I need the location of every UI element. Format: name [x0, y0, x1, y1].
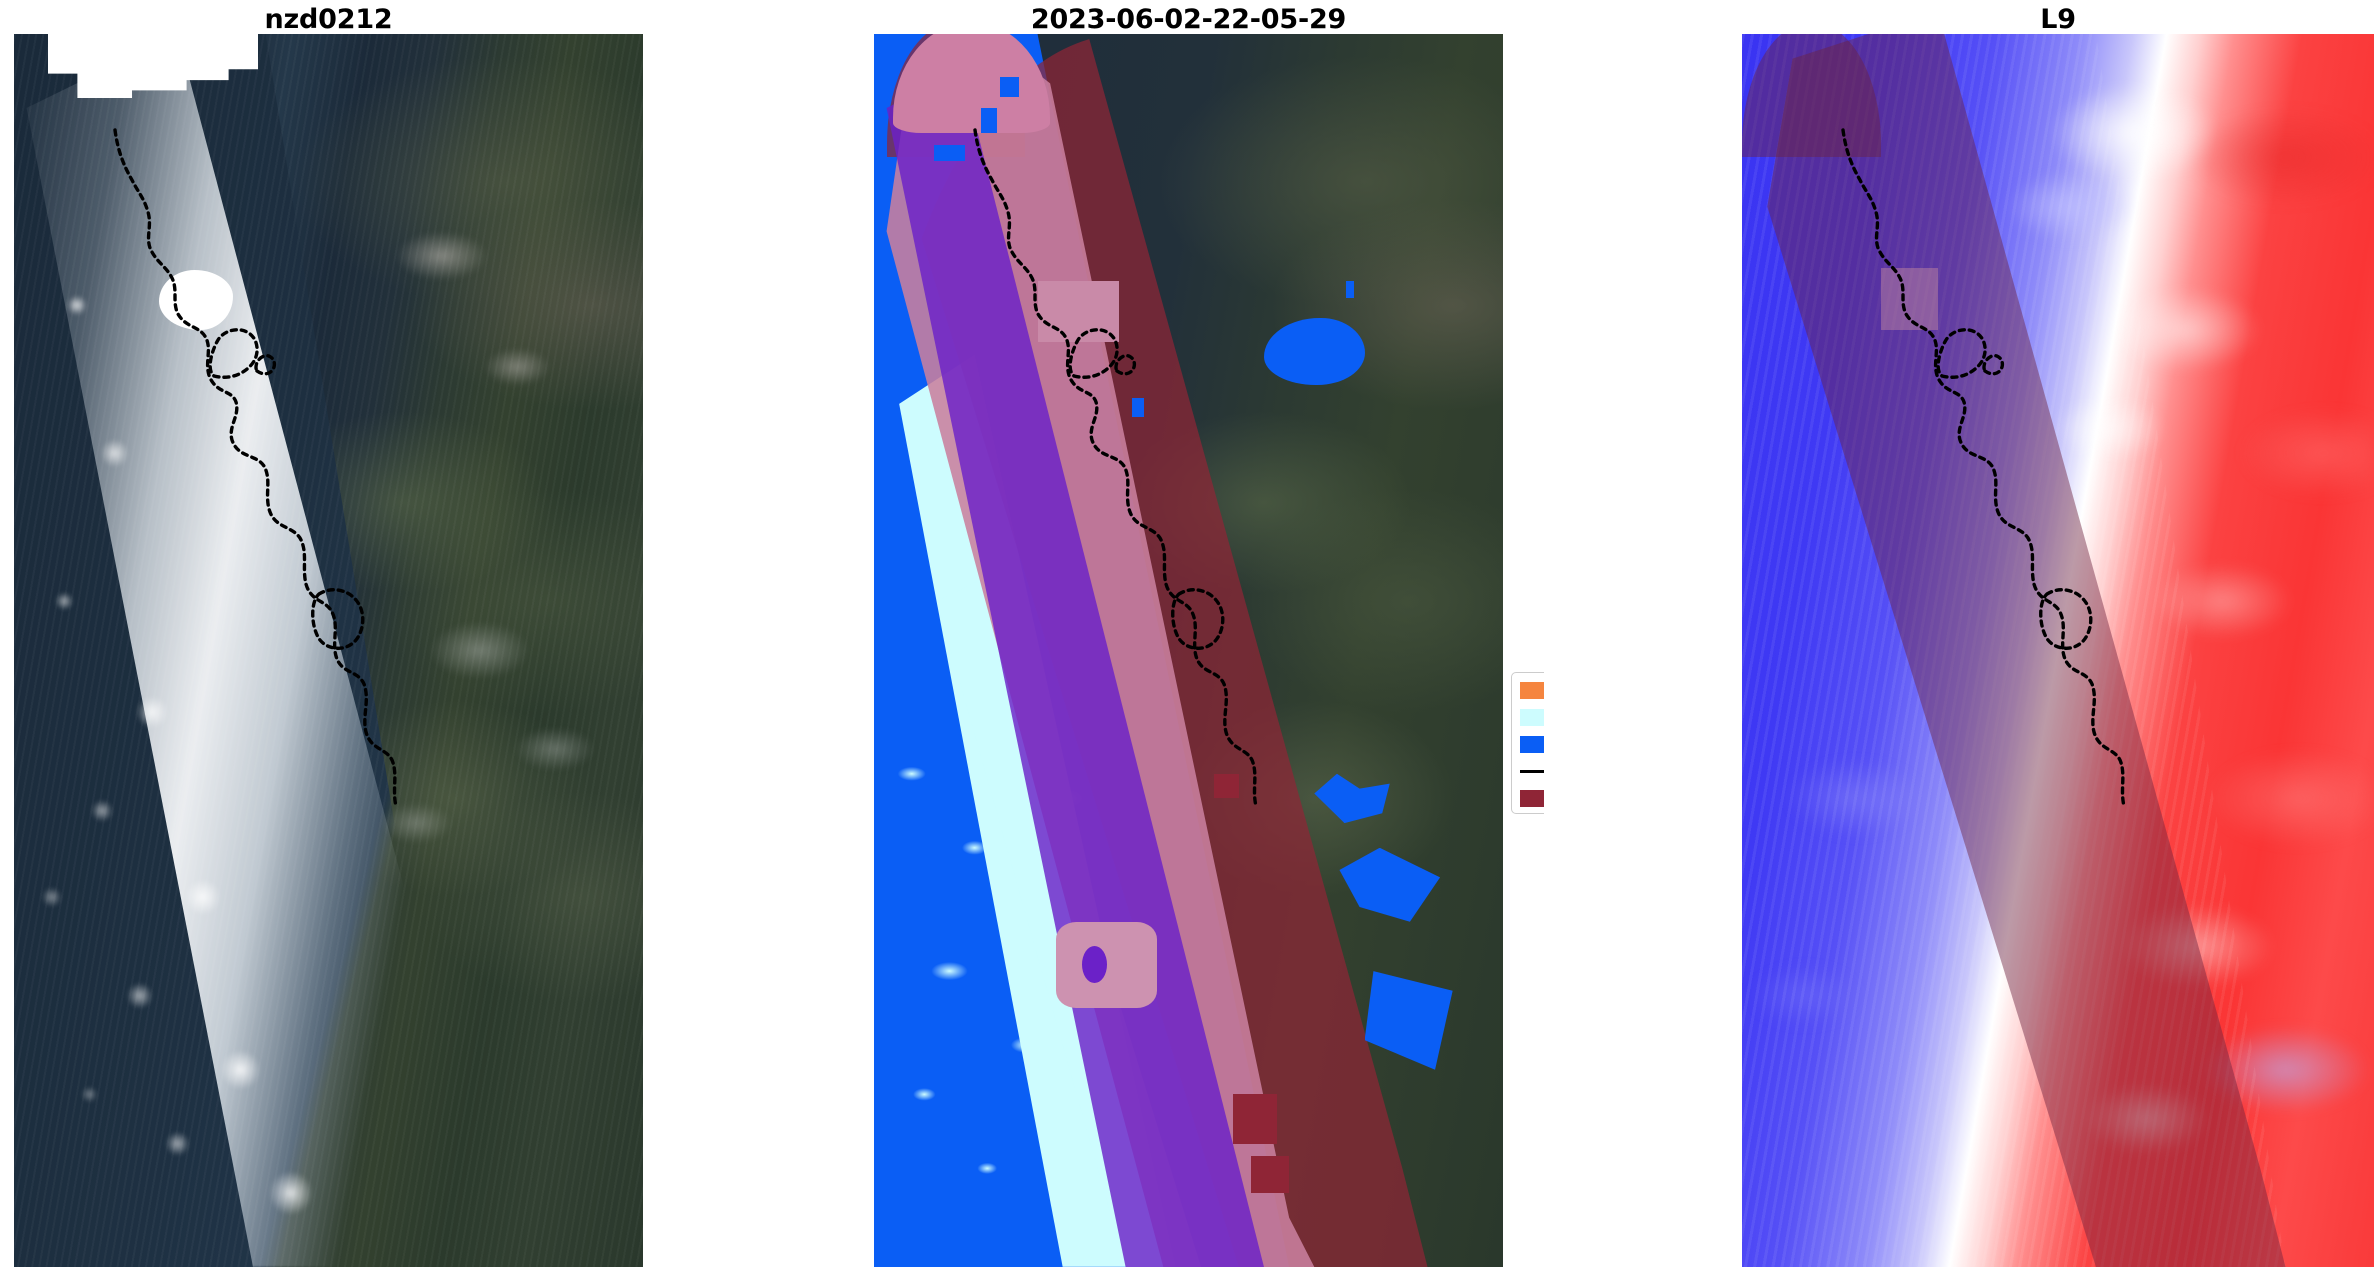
- reference-patch-upper: [1881, 268, 1938, 330]
- water-speck-4: [1345, 280, 1354, 298]
- legend-box: sand whitewater water shoreline referenc…: [1511, 672, 1699, 814]
- reference-shoreline-swatch-icon: [1520, 790, 1544, 807]
- sand-swatch-icon: [1520, 682, 1544, 699]
- reference-patch-c: [1213, 773, 1239, 799]
- shoreline-line-icon: [1520, 770, 1544, 773]
- panel-classification[interactable]: [874, 34, 1503, 1267]
- panel-title-date: 2023-06-02-22-05-29: [1030, 4, 1347, 35]
- sand-patch-upper: [1037, 280, 1120, 343]
- sand-cap-patch: [892, 34, 1051, 133]
- legend-item-sand: sand: [1512, 678, 1638, 703]
- legend-label-water: water: [1592, 733, 1647, 756]
- water-speck-3: [933, 144, 966, 161]
- legend-item-reference-shoreline: reference shoreline: [1512, 786, 1544, 811]
- water-speck-2: [980, 107, 998, 133]
- panel-title-satellite: L9: [2040, 4, 2076, 35]
- panel-index-heatmap[interactable]: [1742, 34, 2374, 1267]
- sand-patch-lower: [1056, 921, 1158, 1009]
- water-speck-1: [999, 77, 1019, 97]
- panel-rgb-satellite[interactable]: [14, 34, 643, 1267]
- reference-patch-a: [1232, 1094, 1277, 1144]
- whitewater-swatch-icon: [1520, 709, 1544, 726]
- scanline-texture: [14, 34, 643, 1267]
- reference-patch-b: [1251, 1156, 1290, 1193]
- legend-label-whitewater: whitewater: [1592, 706, 1699, 729]
- legend-item-water: water: [1512, 732, 1647, 757]
- legend-item-shoreline: shoreline: [1512, 759, 1679, 784]
- water-swatch-icon: [1520, 736, 1544, 753]
- panel-title-site: nzd0212: [264, 4, 393, 35]
- legend-label-sand: sand: [1592, 679, 1638, 702]
- inland-water-body: [1263, 317, 1365, 386]
- overlap-patch: [1081, 946, 1107, 984]
- water-speck-5: [1131, 397, 1145, 418]
- legend-item-whitewater: whitewater: [1512, 705, 1699, 730]
- nodata-blob: [159, 270, 233, 330]
- legend-label-shoreline: shoreline: [1592, 760, 1679, 783]
